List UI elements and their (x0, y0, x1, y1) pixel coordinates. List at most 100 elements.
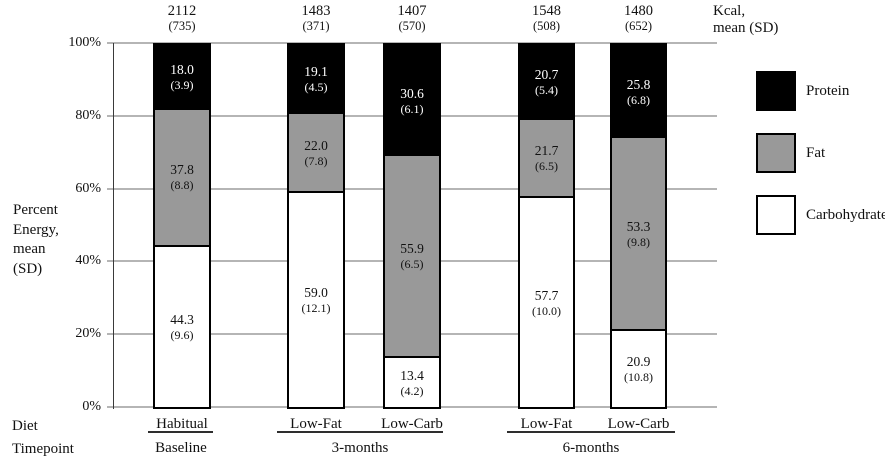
bar-segment-carbohydrate: 59.0 (12.1) (289, 193, 343, 407)
carbohydrate-swatch-icon (756, 195, 796, 235)
bar-segment-fat: 37.8 (8.8) (155, 109, 209, 247)
segment-sd-value: (6.5) (400, 257, 424, 272)
segment-sd-value: (4.5) (304, 80, 328, 95)
kcal-mean-value: 1480 (624, 3, 653, 19)
kcal-label: 1548 (508) (502, 3, 592, 34)
bar-segment-protein: 18.0 (3.9) (155, 45, 209, 110)
timepoint-label: 6-months (562, 440, 620, 456)
y-axis-line (113, 43, 114, 409)
fat-swatch-icon (756, 133, 796, 173)
diet-group-underline (507, 431, 675, 433)
bar-segment-protein: 30.6 (6.1) (385, 45, 439, 157)
timepoint-label: Baseline (155, 440, 207, 456)
diet-label-low-carb: Low-Carb (381, 416, 443, 432)
kcal-label: 2112 (735) (137, 3, 227, 34)
bar-segment-protein: 19.1 (4.5) (289, 45, 343, 114)
segment-mean-value: 20.9 (626, 354, 651, 370)
segment-mean-value: 55.9 (400, 241, 424, 257)
segment-sd-value: (6.5) (535, 158, 558, 173)
bar-segment-fat: 55.9 (6.5) (385, 156, 439, 359)
kcal-mean-value: 2112 (167, 3, 197, 19)
segment-mean-value: 30.6 (400, 85, 424, 101)
diet-label-low-fat: Low-Fat (520, 416, 573, 432)
kcal-sd-value: (508) (532, 19, 561, 33)
bar-segment-carbohydrate: 44.3 (9.6) (155, 246, 209, 407)
kcal-mean-value: 1548 (532, 3, 561, 19)
diet-row-label: Diet (12, 418, 38, 434)
kcal-label: 1483 (371) (271, 3, 361, 34)
segment-sd-value: (9.6) (170, 327, 194, 342)
bar-segment-fat: 22.0 (7.8) (289, 113, 343, 194)
segment-sd-value: (4.2) (400, 383, 424, 398)
bar-segment-protein: 20.7 (5.4) (520, 45, 573, 120)
segment-mean-value: 22.0 (304, 137, 328, 153)
segment-sd-value: (8.8) (170, 178, 194, 193)
y-axis-title-line1: Percent (13, 202, 58, 218)
bar-habitual: 18.0 (3.9) 37.8 (8.8) 44.3 (9.6) (153, 43, 211, 409)
segment-mean-value: 20.7 (534, 67, 559, 83)
timepoint-row-label: Timepoint (12, 441, 74, 457)
segment-sd-value: (12.1) (301, 301, 331, 316)
legend-label: Protein (806, 82, 850, 99)
y-axis-title: Percent Energy, mean (SD) (13, 201, 59, 279)
y-axis-title-line3: mean (13, 241, 46, 257)
kcal-mean-value: 1483 (301, 3, 331, 19)
kcal-header-line2: mean (SD) (713, 19, 779, 36)
bar-low-fat: 20.7 (5.4) 21.7 (6.5) 57.7 (10.0) (518, 43, 575, 409)
kcal-label: 1480 (652) (594, 3, 684, 34)
legend-item-protein: Protein (756, 71, 850, 111)
bar-segment-protein: 25.8 (6.8) (612, 45, 665, 139)
y-axis-title-line2: Energy, (13, 221, 59, 238)
segment-mean-value: 19.1 (304, 64, 328, 80)
segment-sd-value: (5.4) (535, 83, 558, 98)
y-axis-tick-label: 0% (82, 399, 101, 414)
segment-sd-value: (10.0) (532, 303, 561, 318)
segment-mean-value: 57.7 (534, 287, 559, 303)
diet-group-underline (148, 431, 213, 433)
segment-mean-value: 53.3 (626, 218, 651, 234)
kcal-sd-value: (735) (168, 19, 196, 33)
timepoint-label: 3-months (331, 440, 389, 456)
segment-mean-value: 13.4 (400, 367, 424, 383)
segment-sd-value: (9.8) (627, 234, 650, 249)
segment-sd-value: (6.1) (400, 101, 424, 116)
kcal-header: Kcal, mean (SD) (713, 3, 778, 36)
diet-group-underline (277, 431, 443, 433)
y-axis-tick-label: 80% (75, 107, 101, 123)
segment-mean-value: 18.0 (170, 62, 194, 78)
legend-label: Fat (806, 144, 826, 161)
protein-swatch-icon (756, 71, 796, 111)
kcal-header-line1: Kcal, (713, 3, 746, 19)
segment-sd-value: (10.8) (624, 370, 653, 385)
segment-mean-value: 44.3 (170, 311, 194, 327)
diet-label-habitual: Habitual (156, 416, 208, 432)
bar-segment-carbohydrate: 57.7 (10.0) (520, 198, 573, 407)
y-axis-tick-label: 40% (75, 253, 101, 269)
segment-mean-value: 25.8 (626, 76, 651, 92)
legend-label: Carbohydrate (806, 206, 885, 223)
bar-low-carb: 25.8 (6.8) 53.3 (9.8) 20.9 (10.8) (610, 43, 667, 409)
diet-label-low-carb: Low-Carb (607, 416, 670, 432)
segment-sd-value: (7.8) (304, 153, 328, 168)
y-axis-tick-label: 60% (75, 180, 101, 196)
bar-low-fat: 19.1 (4.5) 22.0 (7.8) 59.0 (12.1) (287, 43, 345, 409)
bar-segment-fat: 53.3 (9.8) (612, 138, 665, 332)
y-axis-tick-label: 20% (75, 326, 101, 342)
bar-segment-fat: 21.7 (6.5) (520, 119, 573, 199)
bar-low-carb: 30.6 (6.1) 55.9 (6.5) 13.4 (4.2) (383, 43, 441, 409)
kcal-sd-value: (652) (624, 19, 653, 33)
kcal-label: 1407 (570) (367, 3, 457, 34)
segment-mean-value: 21.7 (534, 142, 559, 158)
bar-segment-carbohydrate: 20.9 (10.8) (612, 331, 665, 407)
legend-item-carbohydrate: Carbohydrate (756, 195, 885, 235)
y-axis-title-line4: (SD) (13, 260, 43, 277)
segment-mean-value: 59.0 (304, 285, 328, 301)
legend-item-fat: Fat (756, 133, 826, 173)
y-axis-tick-label: 100% (68, 35, 101, 50)
kcal-sd-value: (570) (398, 19, 426, 33)
segment-sd-value: (3.9) (170, 78, 194, 93)
segment-sd-value: (6.8) (627, 92, 650, 107)
kcal-sd-value: (371) (302, 19, 330, 33)
diet-label-low-fat: Low-Fat (290, 416, 342, 432)
